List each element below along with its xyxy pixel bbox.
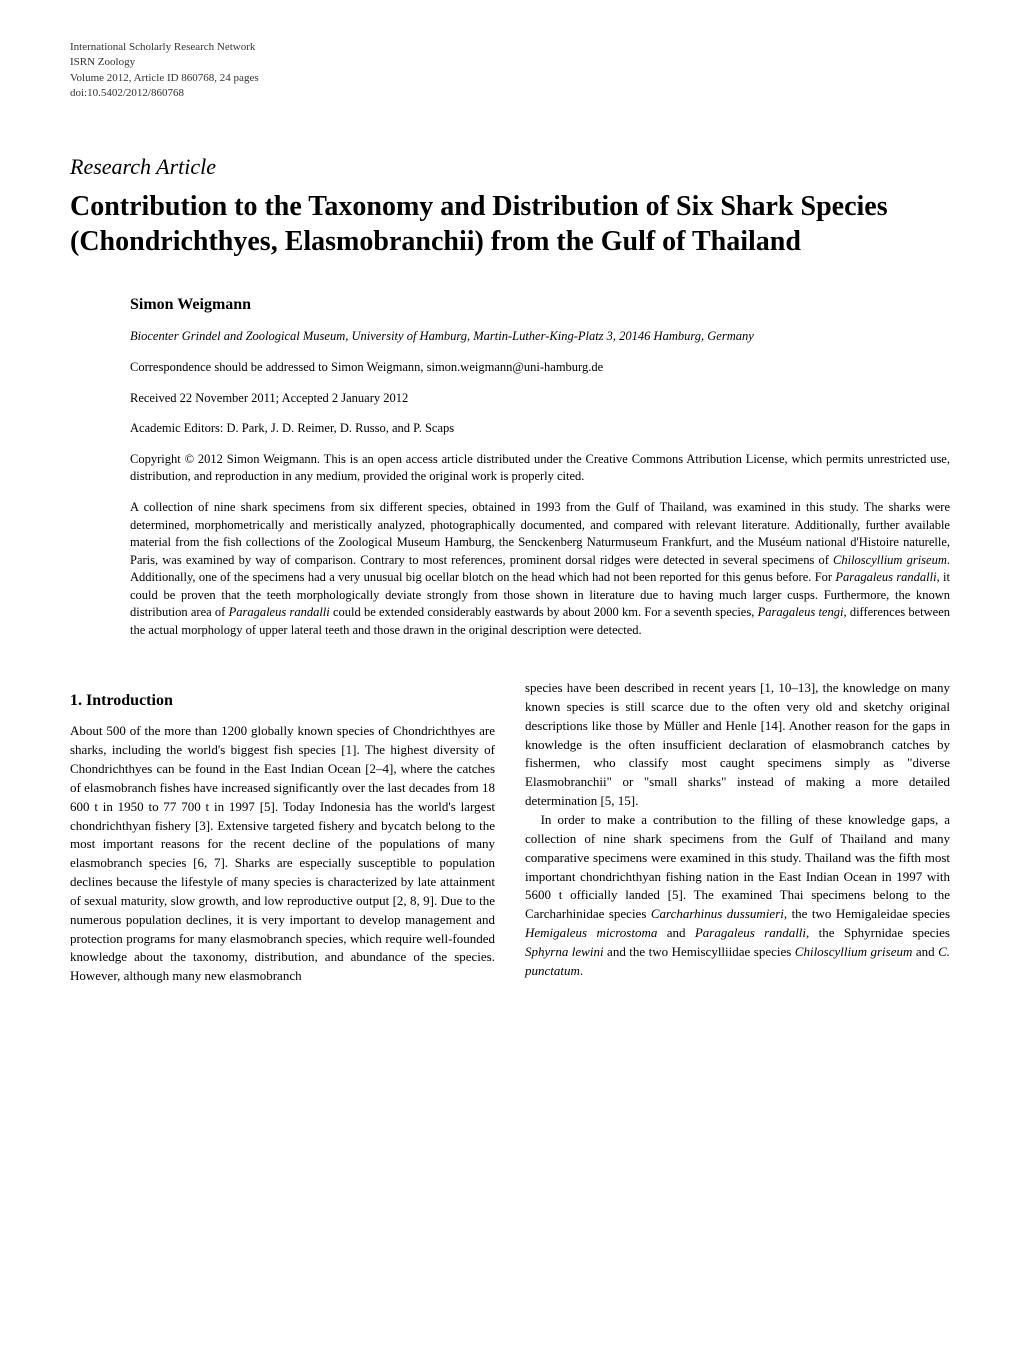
academic-editors: Academic Editors: D. Park, J. D. Reimer,… [130,420,950,437]
intro-paragraph-left: About 500 of the more than 1200 globally… [70,722,495,986]
dates: Received 22 November 2011; Accepted 2 Ja… [130,390,950,407]
author-name: Simon Weigmann [130,294,950,316]
article-type: Research Article [70,152,950,182]
journal-line-1: International Scholarly Research Network [70,40,950,55]
section-1-heading: 1. Introduction [70,689,495,712]
correspondence: Correspondence should be addressed to Si… [130,359,950,376]
journal-line-3: Volume 2012, Article ID 860768, 24 pages [70,71,950,86]
left-column: 1. Introduction About 500 of the more th… [70,679,495,986]
intro-paragraph-right-2: In order to make a contribution to the f… [525,811,950,981]
journal-info: International Scholarly Research Network… [70,40,950,102]
journal-line-4: doi:10.5402/2012/860768 [70,86,950,101]
intro-paragraph-right-1: species have been described in recent ye… [525,679,950,811]
journal-line-2: ISRN Zoology [70,55,950,70]
abstract: A collection of nine shark specimens fro… [130,499,950,639]
article-title: Contribution to the Taxonomy and Distrib… [70,189,950,259]
body-columns: 1. Introduction About 500 of the more th… [70,679,950,986]
right-column: species have been described in recent ye… [525,679,950,986]
copyright: Copyright © 2012 Simon Weigmann. This is… [130,451,950,485]
affiliation: Biocenter Grindel and Zoological Museum,… [130,328,950,345]
